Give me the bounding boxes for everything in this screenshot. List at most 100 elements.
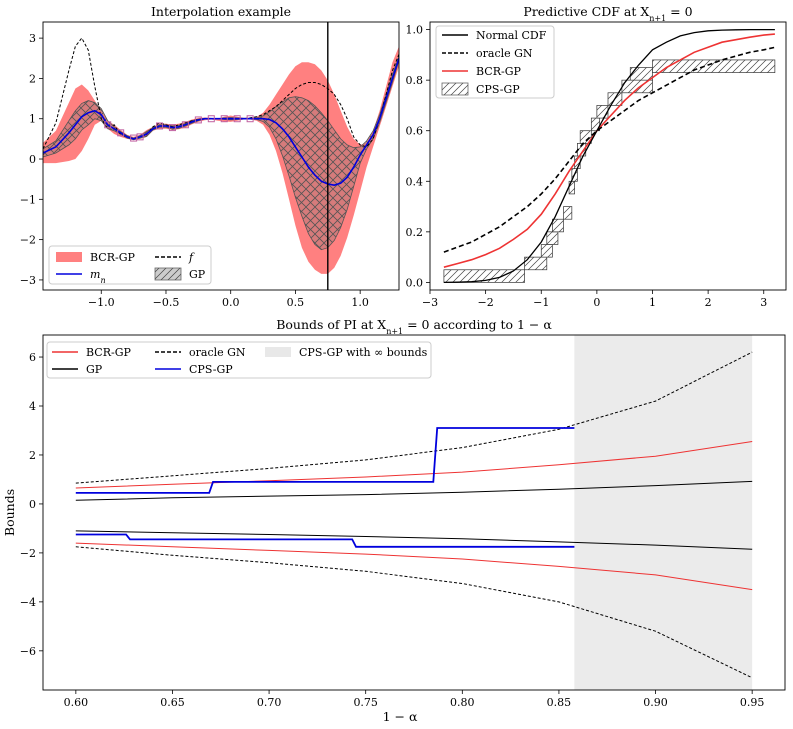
cps-gp-box-hatch bbox=[652, 59, 775, 73]
cps-gp-box-hatch bbox=[569, 181, 575, 194]
legend-swatch-hatch bbox=[442, 83, 468, 95]
observation-point bbox=[233, 115, 241, 123]
gp-upper-line bbox=[75, 480, 753, 501]
legend-entry-label: GP bbox=[189, 268, 206, 281]
plot-frame bbox=[429, 21, 787, 291]
y-tick-label: 0 bbox=[29, 498, 36, 511]
x-tick-label: 0.5 bbox=[287, 296, 305, 309]
cps-gp-box-hatch bbox=[546, 231, 558, 245]
gp-lower-line bbox=[75, 530, 753, 550]
plot-frame bbox=[42, 334, 786, 691]
cps-gp-box-hatch bbox=[552, 219, 564, 232]
legend-entry-label: BCR-GP bbox=[86, 346, 131, 359]
x-tick-label: 0.90 bbox=[643, 696, 668, 709]
y-tick-label: 2 bbox=[29, 72, 36, 85]
y-tick-label: −2 bbox=[20, 547, 36, 560]
y-tick-label: −4 bbox=[20, 596, 36, 609]
y-axis-label: Bounds bbox=[2, 489, 17, 536]
legend-entry-label: BCR-GP bbox=[476, 65, 521, 78]
x-tick-label: 0 bbox=[593, 296, 600, 309]
f-line bbox=[43, 37, 399, 150]
legend-entry-label: oracle GN bbox=[189, 346, 246, 359]
observation-point bbox=[207, 115, 215, 123]
cps-gp-lower-line bbox=[75, 533, 575, 548]
bcr-gp-line bbox=[443, 33, 775, 268]
y-tick-label: 6 bbox=[29, 351, 36, 364]
cps-gp-box-hatch bbox=[524, 257, 547, 270]
cps-gp-box-hatch bbox=[580, 130, 592, 144]
legend-swatch-hatch bbox=[155, 268, 181, 280]
plot-area bbox=[443, 28, 776, 284]
plot-frame bbox=[42, 21, 400, 291]
y-tick-label: 0.2 bbox=[406, 226, 424, 239]
x-tick-label: 0.65 bbox=[160, 696, 185, 709]
y-tick-label: 0.0 bbox=[406, 276, 424, 289]
normal-cdf-line bbox=[443, 28, 775, 284]
y-tick-label: 4 bbox=[29, 400, 36, 413]
y-tick-label: 3 bbox=[29, 32, 36, 45]
cps-gp-box-hatch bbox=[630, 67, 653, 81]
legend-entry-label: f bbox=[188, 251, 195, 264]
y-tick-label: 0.6 bbox=[406, 125, 424, 138]
y-tick-label: −1 bbox=[20, 193, 36, 206]
predictive-cdf-panel: Predictive CDF at Xn+1 = 0 −3 −2 −1 0 1 2 3 0.0 0… bbox=[406, 4, 787, 309]
x-tick-label: −2 bbox=[478, 296, 494, 309]
observation-point bbox=[246, 115, 254, 123]
legend-entry-label: CPS-GP bbox=[189, 363, 233, 376]
legend-entry-label: BCR-GP bbox=[90, 251, 135, 264]
x-tick-label: 0.60 bbox=[64, 696, 89, 709]
x-tick-label: 0.85 bbox=[547, 696, 572, 709]
infinite-bounds-region bbox=[574, 335, 753, 690]
bcr-gp-upper-line bbox=[75, 441, 753, 489]
x-tick-label: 0.0 bbox=[222, 296, 240, 309]
legend-swatch bbox=[56, 252, 82, 262]
observation-point bbox=[136, 133, 144, 141]
legend-entry-label: GP bbox=[86, 363, 103, 376]
x-tick-label: 0.75 bbox=[353, 696, 378, 709]
y-tick-label: 1.0 bbox=[406, 24, 424, 37]
y-tick-label: 0.8 bbox=[406, 74, 424, 87]
chart-title: Interpolation example bbox=[151, 4, 291, 19]
oracle-gn-lower-line bbox=[75, 546, 753, 679]
y-tick-label: 2 bbox=[29, 449, 36, 462]
x-tick-label: −0.5 bbox=[153, 296, 180, 309]
oracle-gn-line bbox=[443, 46, 776, 253]
y-tick-label: 0 bbox=[29, 153, 36, 166]
x-tick-label: −3 bbox=[422, 296, 438, 309]
observation-point bbox=[117, 129, 125, 137]
cps-gp-box-hatch bbox=[443, 269, 525, 283]
cps-gp-box-hatch bbox=[577, 143, 586, 156]
cps-gp-box-hatch bbox=[574, 156, 581, 169]
legend-entry-label: CPS-GP with ∞ bounds bbox=[299, 346, 428, 359]
x-tick-label: 1.0 bbox=[351, 296, 369, 309]
x-tick-label: 2 bbox=[705, 296, 712, 309]
x-tick-label: 3 bbox=[760, 296, 767, 309]
observation-point bbox=[156, 122, 164, 130]
legend-frame bbox=[435, 25, 555, 99]
chart-title: Bounds of PI at Xn+1 = 0 according to 1 … bbox=[276, 317, 552, 336]
observation-point bbox=[181, 121, 189, 129]
cps-gp-upper-line bbox=[75, 427, 575, 494]
cps-gp-box-hatch bbox=[563, 206, 572, 220]
y-tick-label: 0.4 bbox=[406, 175, 424, 188]
x-tick-label: 0.95 bbox=[740, 696, 765, 709]
plot-area bbox=[75, 335, 753, 690]
x-tick-label: −1 bbox=[533, 296, 549, 309]
legend-entry-label: oracle GN bbox=[476, 47, 533, 60]
cps-gp-box-hatch bbox=[621, 80, 653, 93]
observation-point bbox=[220, 115, 228, 123]
gp-band-hatch bbox=[43, 56, 399, 250]
y-tick-label: −3 bbox=[20, 274, 36, 287]
x-tick-label: 0.80 bbox=[450, 696, 475, 709]
legend-entry-label: mn bbox=[90, 268, 106, 285]
observation-point bbox=[168, 124, 176, 132]
plot-area bbox=[43, 22, 399, 290]
interpolation-panel: Interpolation example −1.0 −0.5 0.0 0.5 1.0 −3… bbox=[20, 4, 400, 309]
cps-gp-box-hatch bbox=[596, 105, 608, 119]
legend-frame bbox=[46, 341, 432, 379]
cps-gp-box-hatch bbox=[541, 244, 553, 258]
bounds-panel: Bounds of PI at Xn+1 = 0 according to 1 … bbox=[2, 317, 786, 724]
y-tick-label: −2 bbox=[20, 234, 36, 247]
x-tick-label: −1.0 bbox=[88, 296, 115, 309]
